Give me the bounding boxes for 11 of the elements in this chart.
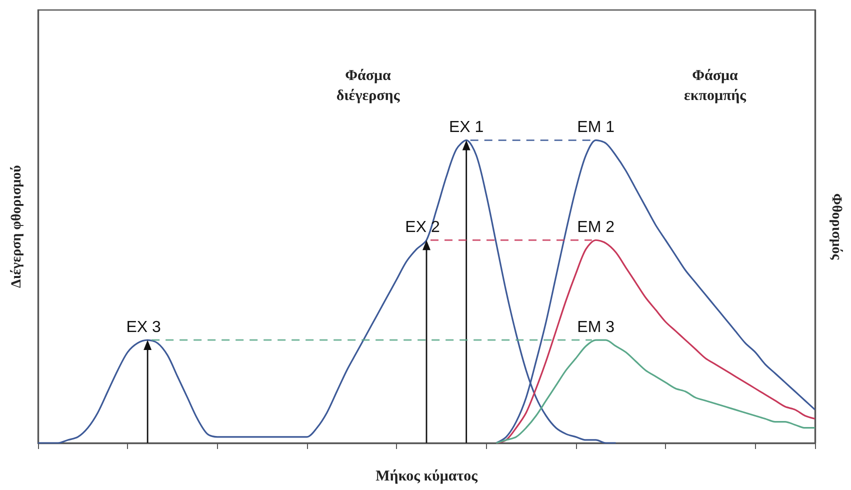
annotation: EX 1 bbox=[449, 119, 484, 136]
annotation: EX 2 bbox=[405, 219, 440, 236]
y2-axis-title: Φθορισμός bbox=[828, 193, 844, 261]
text: Φάσμα διέγερσης bbox=[336, 68, 400, 104]
y-axis-title: Διέγερση φθορισμού bbox=[10, 165, 24, 288]
annotation: EX 3 bbox=[126, 319, 162, 336]
annotation: EM 3 bbox=[577, 319, 615, 336]
text: Φάσμα εκπομπής bbox=[684, 68, 747, 104]
annotation: EM 1 bbox=[577, 119, 615, 136]
annotation: EM 2 bbox=[577, 219, 615, 236]
x-axis-title: Μήκος κύματος bbox=[376, 468, 478, 484]
